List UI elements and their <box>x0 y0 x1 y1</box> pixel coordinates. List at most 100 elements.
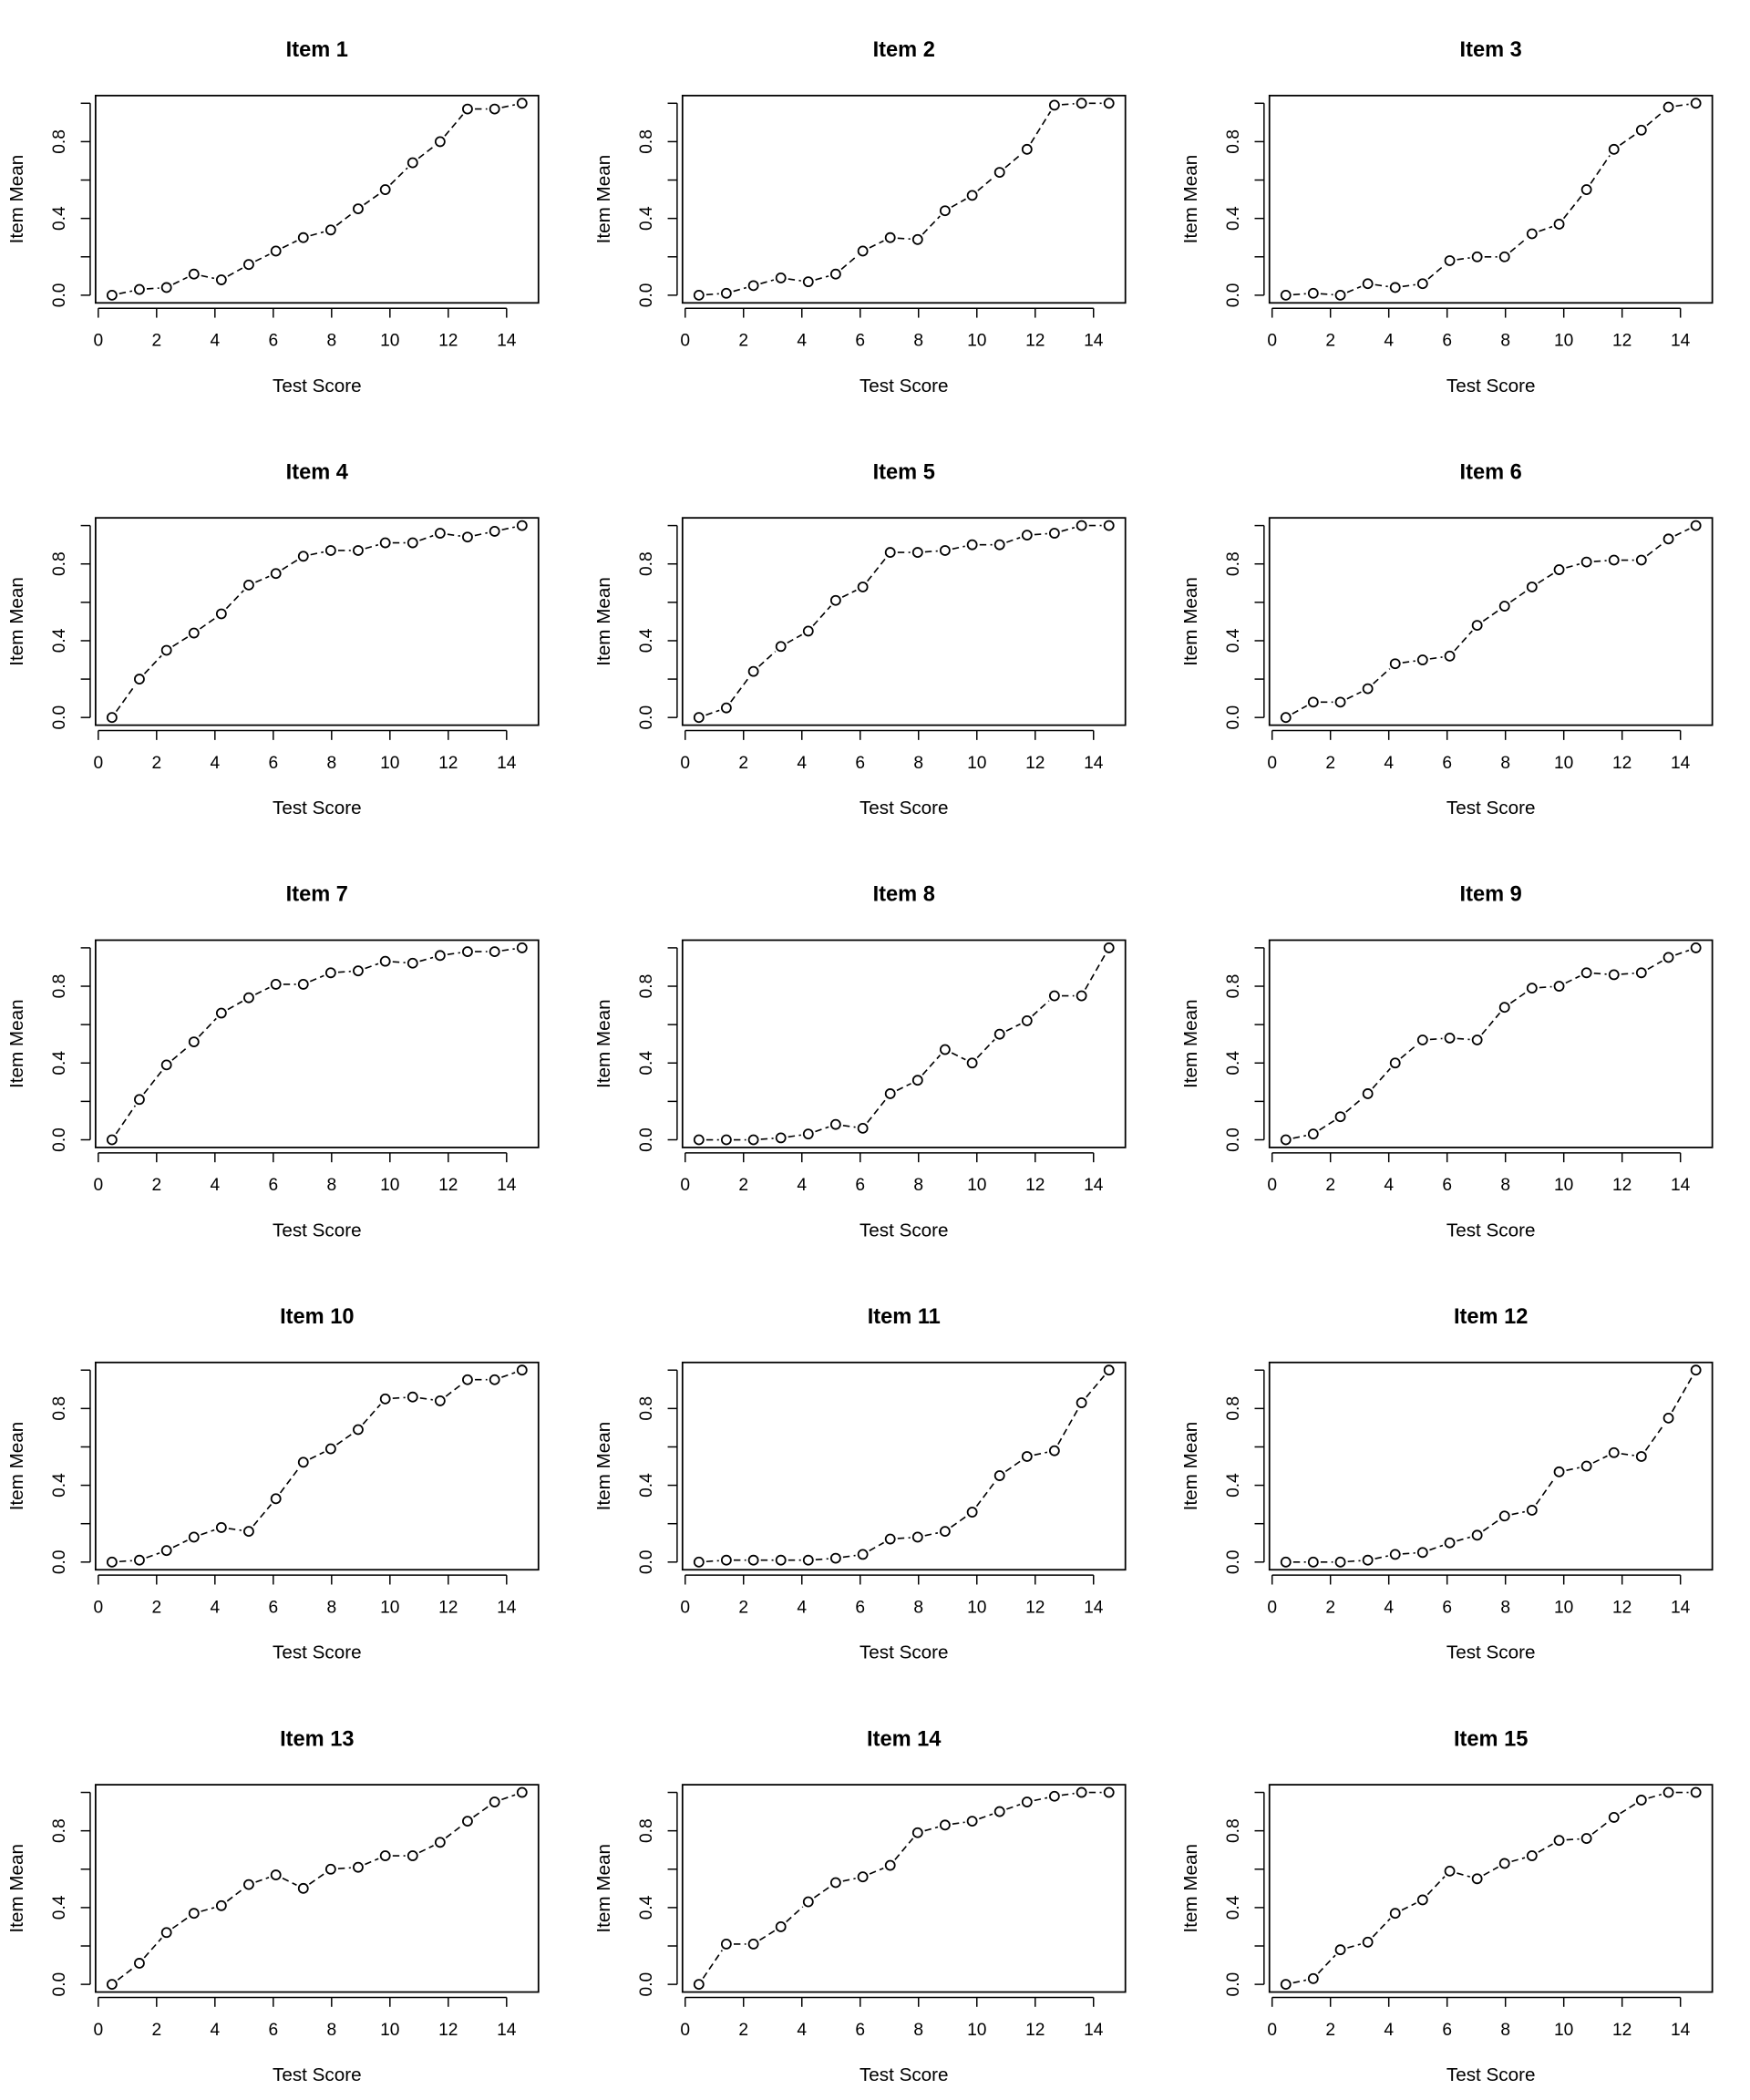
series-segment <box>1346 285 1362 293</box>
data-point <box>1471 1035 1483 1045</box>
series-segment <box>364 193 380 206</box>
x-axis-label: Test Score <box>860 376 949 396</box>
data-point <box>911 1827 923 1838</box>
y-tick-label: 0.8 <box>637 551 656 576</box>
x-tick-label: 8 <box>1500 1599 1510 1618</box>
data-point <box>215 1522 227 1533</box>
x-tick-label: 12 <box>1025 332 1045 351</box>
x-tick-label: 0 <box>1267 2021 1277 2040</box>
series-segment <box>171 1917 189 1930</box>
data-point <box>1608 1446 1620 1458</box>
series-segment <box>952 545 965 551</box>
series-segment <box>1592 1455 1608 1464</box>
x-tick-label: 4 <box>210 754 220 773</box>
panel-title: Item 11 <box>868 1305 941 1329</box>
y-axis-label: Item Mean <box>1180 999 1201 1088</box>
series-segment <box>924 1826 939 1832</box>
data-point <box>939 205 951 217</box>
data-point <box>829 1118 841 1130</box>
x-tick-label: 2 <box>738 1176 748 1195</box>
series-segment <box>419 956 434 962</box>
data-point <box>1580 184 1592 195</box>
panel-title: Item 4 <box>286 460 349 484</box>
item-panel: Item 8 0 2 4 6 8 10 12 14 0.0 0.4 0.8 Test Score Item… <box>593 883 1127 1240</box>
data-point <box>966 190 978 201</box>
data-point <box>188 268 200 280</box>
x-tick-label: 2 <box>1325 1176 1335 1195</box>
y-tick-label: 0.4 <box>637 1473 656 1498</box>
data-point <box>939 1044 951 1055</box>
x-axis-label: Test Score <box>273 376 362 396</box>
data-point <box>1498 601 1510 612</box>
item-panel: Item 12 0 2 4 6 8 10 12 14 0.0 0.4 0.8 Test Score Ite… <box>1180 1305 1714 1663</box>
series-segment <box>1372 1067 1391 1089</box>
series-segment <box>279 1467 300 1494</box>
y-tick-label: 0.4 <box>50 1473 69 1498</box>
y-tick-label: 0.8 <box>1224 1396 1243 1421</box>
data-point <box>1662 101 1674 113</box>
x-tick-label: 10 <box>1554 2021 1573 2040</box>
x-tick-label: 0 <box>93 2021 103 2040</box>
series-segment <box>447 952 461 956</box>
x-axis-label: Test Score <box>273 1220 362 1240</box>
data-point <box>857 1549 869 1560</box>
data-point <box>693 1979 705 1991</box>
data-point <box>1553 981 1565 992</box>
x-tick-label: 6 <box>855 1176 865 1195</box>
data-point <box>1021 143 1033 155</box>
y-tick-label: 0.0 <box>50 705 69 730</box>
y-tick-label: 0.4 <box>1224 1895 1243 1920</box>
x-tick-label: 12 <box>1025 1599 1045 1618</box>
series-segment <box>1509 238 1528 253</box>
data-point <box>1690 942 1702 953</box>
y-tick-label: 0.8 <box>50 1818 69 1843</box>
data-point <box>966 539 978 551</box>
data-point <box>966 1057 978 1069</box>
x-tick-label: 0 <box>1267 1176 1277 1195</box>
series-segment <box>705 709 720 716</box>
x-tick-label: 12 <box>438 1599 458 1618</box>
x-tick-label: 12 <box>1025 2021 1045 2040</box>
data-point <box>720 1938 732 1950</box>
data-point <box>1334 1944 1346 1956</box>
series-segment <box>198 1017 217 1037</box>
data-point <box>802 625 814 637</box>
y-tick-label: 0.4 <box>50 1051 69 1076</box>
y-tick-label: 0.8 <box>50 1396 69 1421</box>
data-point <box>1103 942 1115 953</box>
series-segment <box>975 1481 996 1508</box>
series-segment <box>389 167 408 185</box>
series-segment <box>1511 1510 1526 1516</box>
series-segment <box>1317 1954 1336 1974</box>
series-segment <box>118 290 133 295</box>
x-tick-label: 14 <box>1671 1599 1691 1618</box>
data-point <box>884 1859 896 1871</box>
data-point <box>379 184 391 195</box>
series-segment <box>1402 1552 1415 1555</box>
y-axis-label: Item Mean <box>6 577 27 666</box>
series-segment <box>201 1907 215 1912</box>
x-tick-label: 2 <box>151 754 161 773</box>
data-point <box>1553 564 1565 575</box>
x-tick-label: 0 <box>680 332 690 351</box>
data-point <box>1498 251 1510 262</box>
series-segment <box>143 1070 163 1095</box>
data-point <box>297 1882 309 1894</box>
y-axis-label: Item Mean <box>593 155 614 244</box>
series-segment <box>788 278 801 282</box>
data-point <box>270 1493 282 1505</box>
x-tick-label: 6 <box>1442 1176 1452 1195</box>
data-point <box>434 528 446 539</box>
x-axis-label: Test Score <box>1446 2064 1536 2085</box>
series-segment <box>1401 1902 1416 1911</box>
data-point <box>1608 969 1620 981</box>
series-segment <box>362 1404 381 1425</box>
series-segment <box>1457 1872 1471 1878</box>
series-segment <box>867 1098 887 1124</box>
x-tick-label: 2 <box>1325 1599 1335 1618</box>
x-axis-label: Test Score <box>273 2064 362 2085</box>
series-segment <box>336 1433 353 1446</box>
data-point <box>215 608 227 620</box>
data-point <box>188 1036 200 1048</box>
data-point <box>489 1796 500 1807</box>
